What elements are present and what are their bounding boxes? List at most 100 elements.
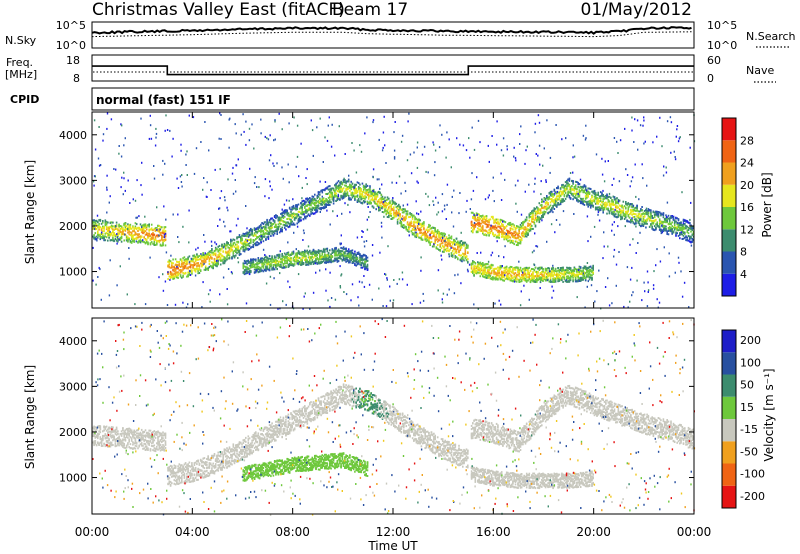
range-cell — [549, 204, 552, 207]
range-cell — [324, 200, 326, 203]
range-cell — [213, 263, 216, 266]
range-cell — [331, 255, 334, 258]
range-cell — [498, 223, 500, 225]
range-cell — [332, 202, 335, 205]
range-cell — [329, 249, 331, 252]
range-cell — [228, 251, 231, 254]
range-cell — [502, 223, 504, 226]
range-cell — [102, 230, 104, 233]
range-cell — [110, 239, 113, 242]
range-cell — [350, 188, 352, 191]
range-cell — [182, 262, 184, 265]
range-cell — [184, 258, 187, 261]
range-cell — [97, 232, 99, 234]
range-cell — [455, 237, 458, 240]
range-cell — [247, 239, 250, 242]
range-cell — [282, 217, 285, 219]
range-cell — [612, 200, 615, 203]
range-cell — [208, 260, 211, 262]
range-cell — [148, 223, 150, 226]
range-cell — [319, 202, 321, 204]
range-cell — [194, 255, 197, 258]
range-cell — [355, 188, 357, 191]
range-cell — [414, 225, 416, 228]
range-cell — [272, 233, 275, 236]
range-cell — [188, 255, 191, 258]
range-cell — [636, 204, 638, 207]
range-cell — [241, 239, 243, 242]
range-cell — [361, 201, 364, 204]
range-cell — [104, 235, 107, 238]
range-cell — [207, 252, 209, 255]
range-cell — [203, 257, 206, 260]
range-cell — [306, 209, 309, 212]
range-cell — [171, 272, 173, 275]
range-cell — [612, 208, 615, 211]
range-cell — [518, 232, 520, 235]
range-cell — [243, 235, 246, 237]
range-cell — [233, 256, 236, 259]
range-cell — [144, 233, 147, 236]
range-cell — [252, 244, 255, 247]
range-cell — [563, 199, 566, 202]
range-cell — [355, 195, 357, 198]
range-cell — [285, 265, 287, 268]
range-cell — [108, 236, 110, 239]
range-cell — [108, 234, 110, 236]
range-cell — [470, 226, 473, 229]
range-cell — [134, 225, 137, 228]
range-cell — [235, 254, 237, 257]
nsky-series-line — [91, 26, 692, 35]
range-cell — [450, 235, 453, 238]
range-cell — [309, 214, 311, 217]
range-cell — [336, 199, 339, 202]
range-cell — [182, 268, 184, 271]
range-cell — [147, 241, 149, 244]
range-cell — [248, 231, 251, 234]
range-cell — [133, 239, 135, 242]
range-cell — [191, 271, 193, 274]
range-cell — [459, 248, 462, 251]
range-cell — [104, 222, 107, 225]
range-cell — [340, 187, 342, 190]
range-cell — [260, 229, 262, 232]
range-cell — [273, 221, 276, 224]
range-cell — [140, 229, 143, 232]
range-cell — [99, 226, 102, 229]
range-cell — [120, 235, 123, 238]
range-cell — [114, 226, 117, 229]
range-cell — [149, 243, 152, 246]
range-cell — [327, 185, 330, 188]
range-cell — [127, 236, 129, 239]
range-cell — [302, 218, 305, 221]
range-cell — [282, 264, 285, 267]
range-cell — [114, 228, 117, 230]
range-cell — [310, 200, 312, 203]
range-cell — [174, 268, 177, 271]
range-cell — [312, 207, 315, 210]
range-cell — [237, 251, 240, 253]
range-cell — [118, 232, 120, 235]
range-cell — [404, 208, 406, 211]
range-cell — [103, 230, 105, 233]
range-cell — [211, 257, 213, 260]
range-cell — [182, 274, 184, 277]
range-cell — [257, 243, 260, 246]
range-cell — [304, 210, 306, 213]
range-cell — [304, 203, 306, 205]
range-cell — [344, 190, 346, 193]
range-cell — [257, 230, 260, 233]
range-cell — [312, 198, 315, 201]
range-cell — [574, 194, 577, 197]
range-cell — [635, 222, 637, 225]
range-cell — [245, 246, 247, 249]
range-cell — [127, 226, 129, 229]
range-cell — [93, 219, 95, 222]
range-cell — [276, 226, 278, 229]
range-cell — [156, 240, 158, 243]
range-cell — [346, 188, 349, 191]
range-cell — [281, 229, 283, 232]
range-cell — [292, 205, 295, 208]
range-cell — [314, 202, 316, 205]
range-cell — [262, 232, 265, 235]
